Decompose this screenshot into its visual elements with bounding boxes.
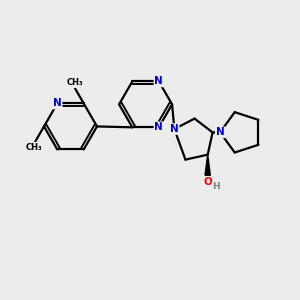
Text: O: O [203, 177, 212, 187]
Text: N: N [170, 124, 179, 134]
Polygon shape [213, 130, 220, 135]
Text: H: H [212, 182, 220, 191]
Text: N: N [53, 98, 62, 109]
Text: CH₃: CH₃ [26, 142, 42, 152]
Text: N: N [216, 127, 224, 137]
Text: N: N [154, 76, 163, 86]
Text: N: N [154, 122, 163, 132]
Polygon shape [205, 155, 210, 175]
Text: CH₃: CH₃ [67, 78, 83, 87]
